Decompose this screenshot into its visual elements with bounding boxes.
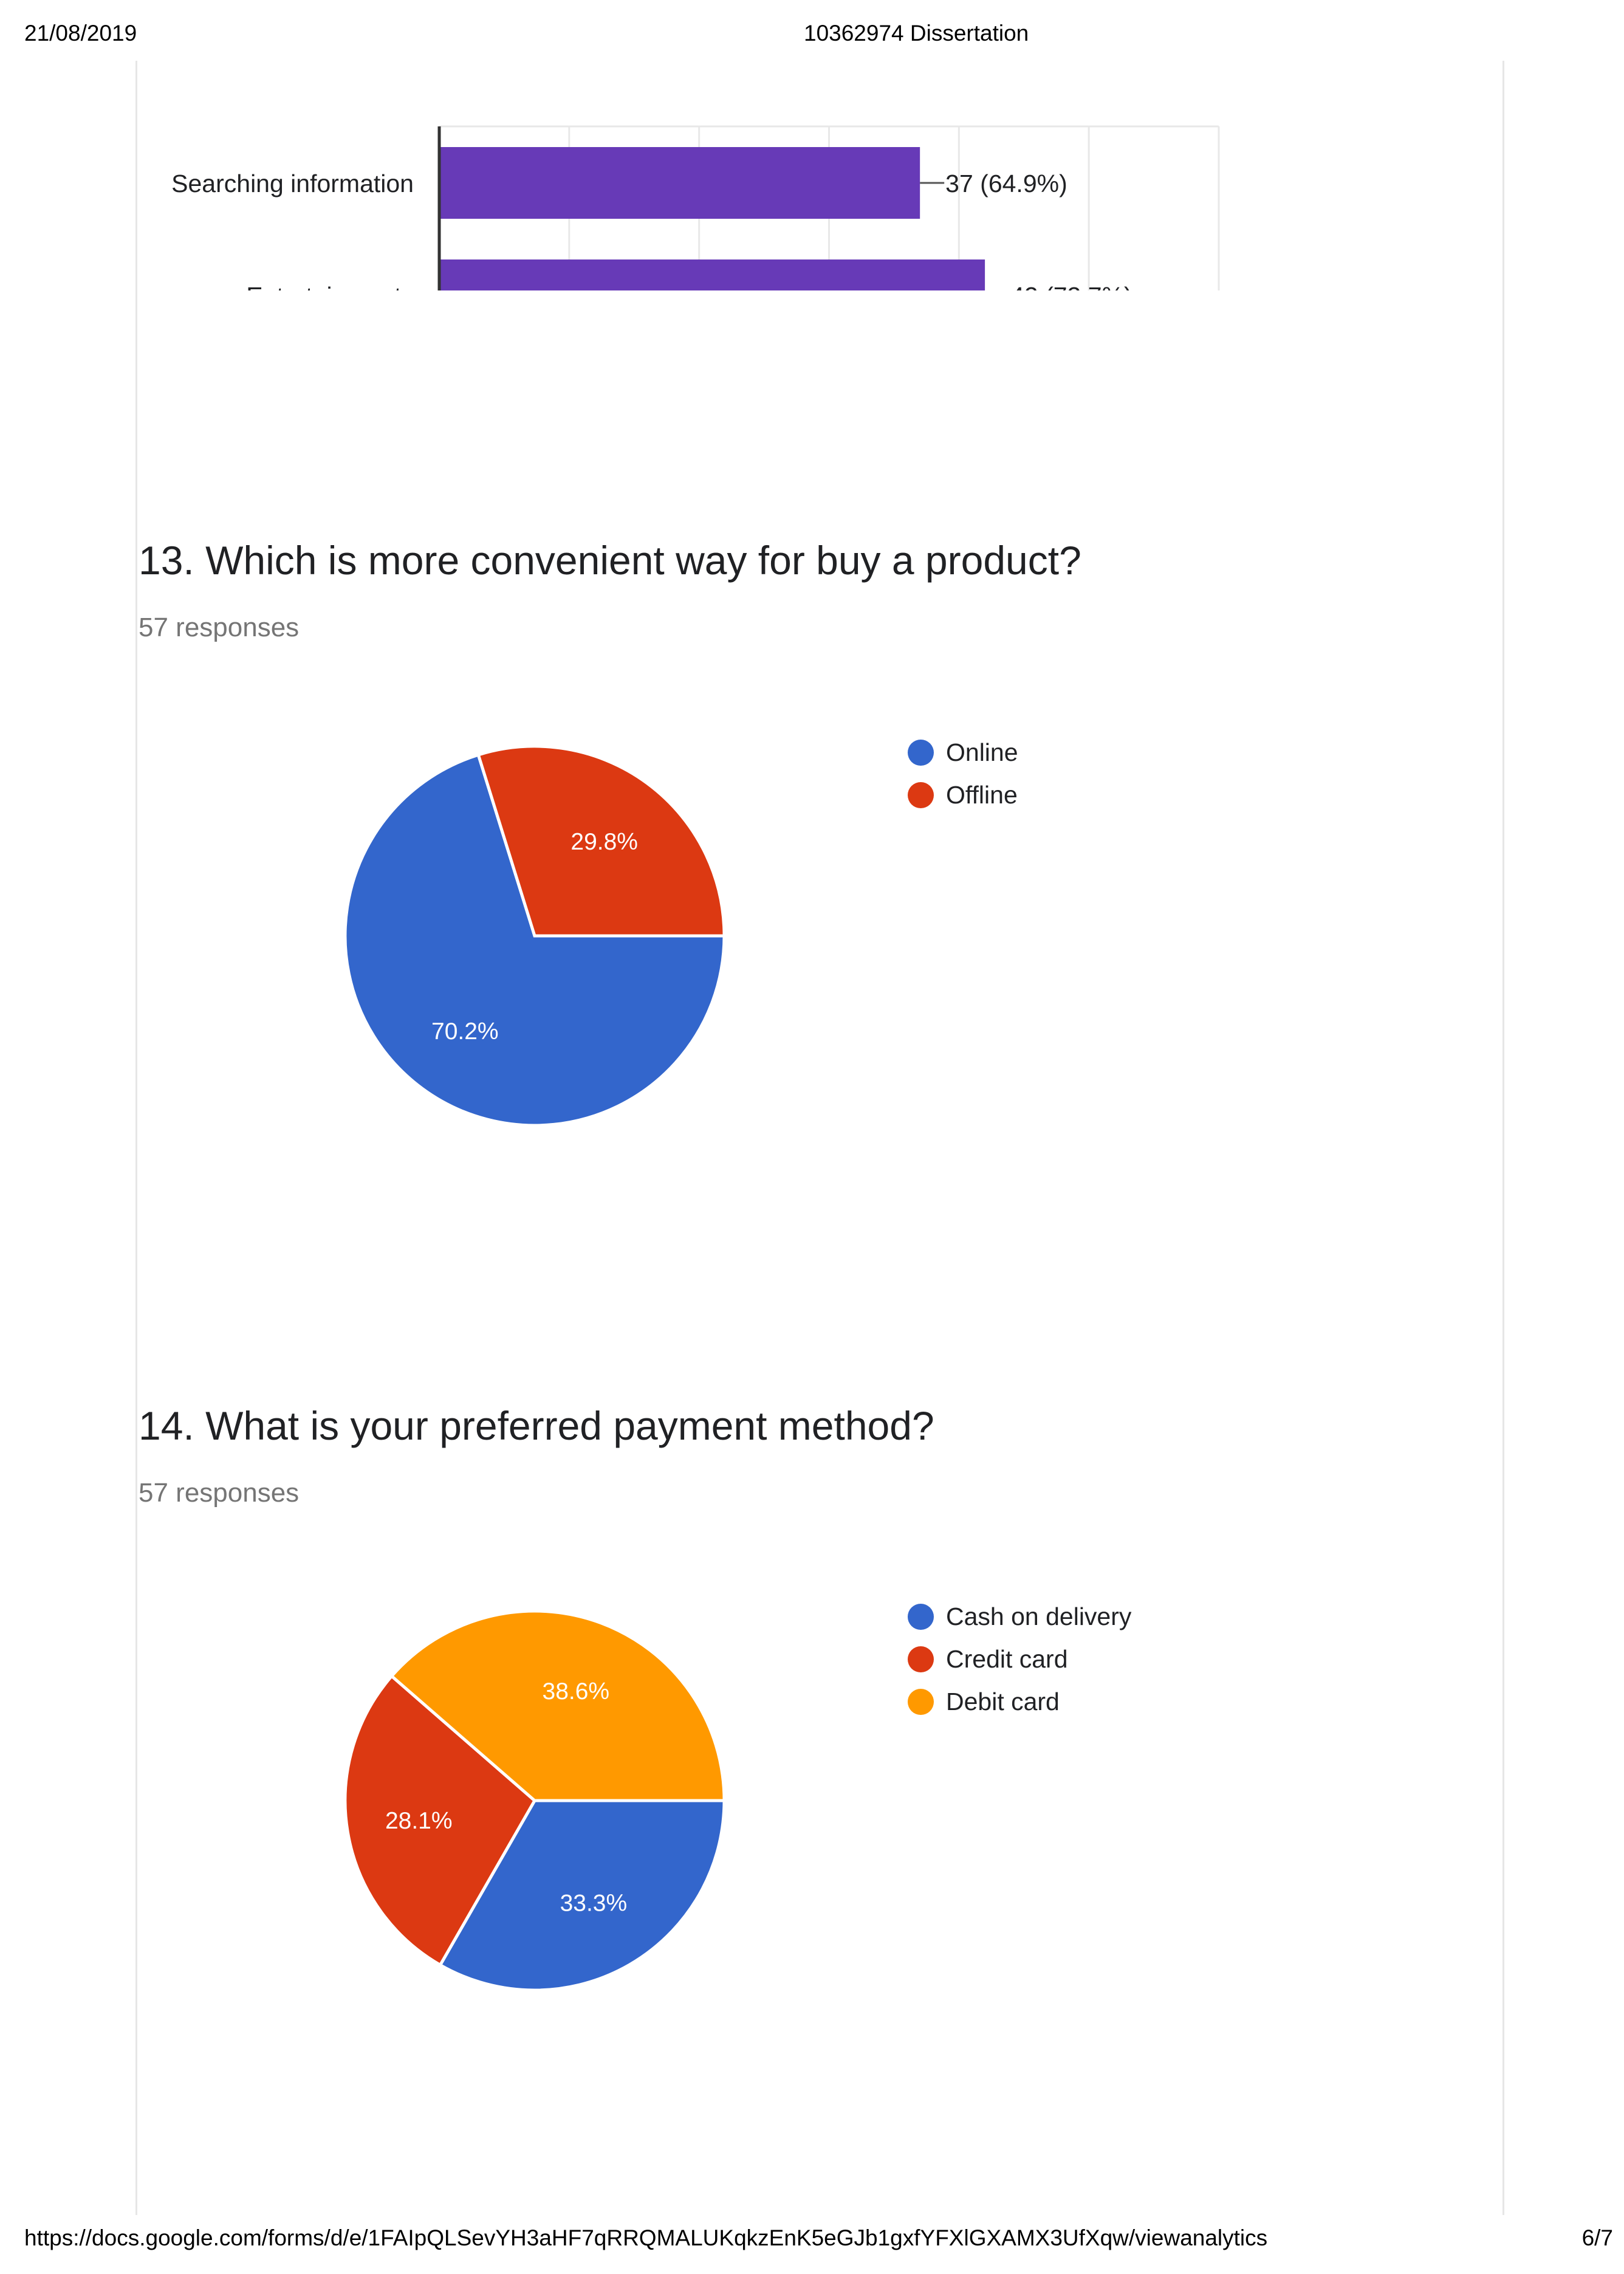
legend-swatch <box>908 1603 934 1630</box>
legend-label: Online <box>946 738 1018 766</box>
pie-slice-label: 38.6% <box>543 1678 610 1705</box>
question-title: 13. Which is more convenient way for buy… <box>139 538 1081 583</box>
bar-category-label: Searching information <box>171 170 414 198</box>
legend-item: Online <box>908 731 1018 774</box>
pie-slice-label: 33.3% <box>560 1890 628 1916</box>
legend-label: Credit card <box>946 1644 1068 1673</box>
bar-chart: 37 (64.9%) Searching information 42 (73.7%… <box>171 125 1220 290</box>
legend-label: Cash on delivery <box>946 1602 1132 1630</box>
pie-slice-label: 70.2% <box>431 1018 499 1045</box>
print-page-number: 6/7 <box>1581 2225 1613 2250</box>
legend-convenience: Online Offline <box>908 731 1018 816</box>
bar <box>439 147 920 219</box>
legend-item: Cash on delivery <box>908 1595 1131 1638</box>
response-count: 57 responses <box>139 1478 300 1508</box>
legend-payment: Cash on delivery Credit card Debit card <box>908 1595 1131 1723</box>
pie-chart-convenience: 70.2% 29.8% <box>343 744 726 1127</box>
bar-value-label: 42 (73.7%) <box>1010 282 1132 290</box>
legend-item: Offline <box>908 774 1018 816</box>
legend-swatch <box>908 781 934 808</box>
bar-chart-clip: 37 (64.9%) Searching information 42 (73.7%… <box>137 122 1267 290</box>
pie-slice-label: 28.1% <box>385 1808 453 1834</box>
legend-item: Debit card <box>908 1680 1131 1723</box>
bar-chart-labels: 37 (64.9%) Searching information 42 (73.7%… <box>171 170 1132 290</box>
pie-slice <box>343 1674 537 1967</box>
pie-slice <box>343 752 726 1127</box>
print-date: 21/08/2019 <box>24 21 137 46</box>
card-border-left <box>135 61 137 2215</box>
legend-label: Debit card <box>946 1687 1060 1716</box>
pie-slice <box>389 1609 726 1802</box>
print-url: https://docs.google.com/forms/d/e/1FAIpQ… <box>24 2225 1268 2250</box>
question-title: 14. What is your preferred payment metho… <box>139 1403 934 1448</box>
bar <box>439 259 985 290</box>
bar-value-label: 37 (64.9%) <box>945 170 1067 198</box>
legend-label: Offline <box>946 780 1018 809</box>
response-count: 57 responses <box>139 613 300 642</box>
pie-slice-label: 29.8% <box>570 829 638 855</box>
legend-item: Credit card <box>908 1638 1131 1680</box>
legend-swatch <box>908 1688 934 1715</box>
print-document-title: 10362974 Dissertation <box>804 21 1029 46</box>
legend-swatch <box>908 739 934 766</box>
bar-category-label: Entertainments <box>246 282 414 290</box>
bar-chart-bars <box>437 126 985 290</box>
pie-slice <box>438 1799 726 1992</box>
pie-chart-payment: 33.3% 28.1% 38.6% <box>343 1609 726 1992</box>
pie-slice <box>476 744 726 938</box>
legend-swatch <box>908 1646 934 1672</box>
card-border-right <box>1502 61 1504 2215</box>
